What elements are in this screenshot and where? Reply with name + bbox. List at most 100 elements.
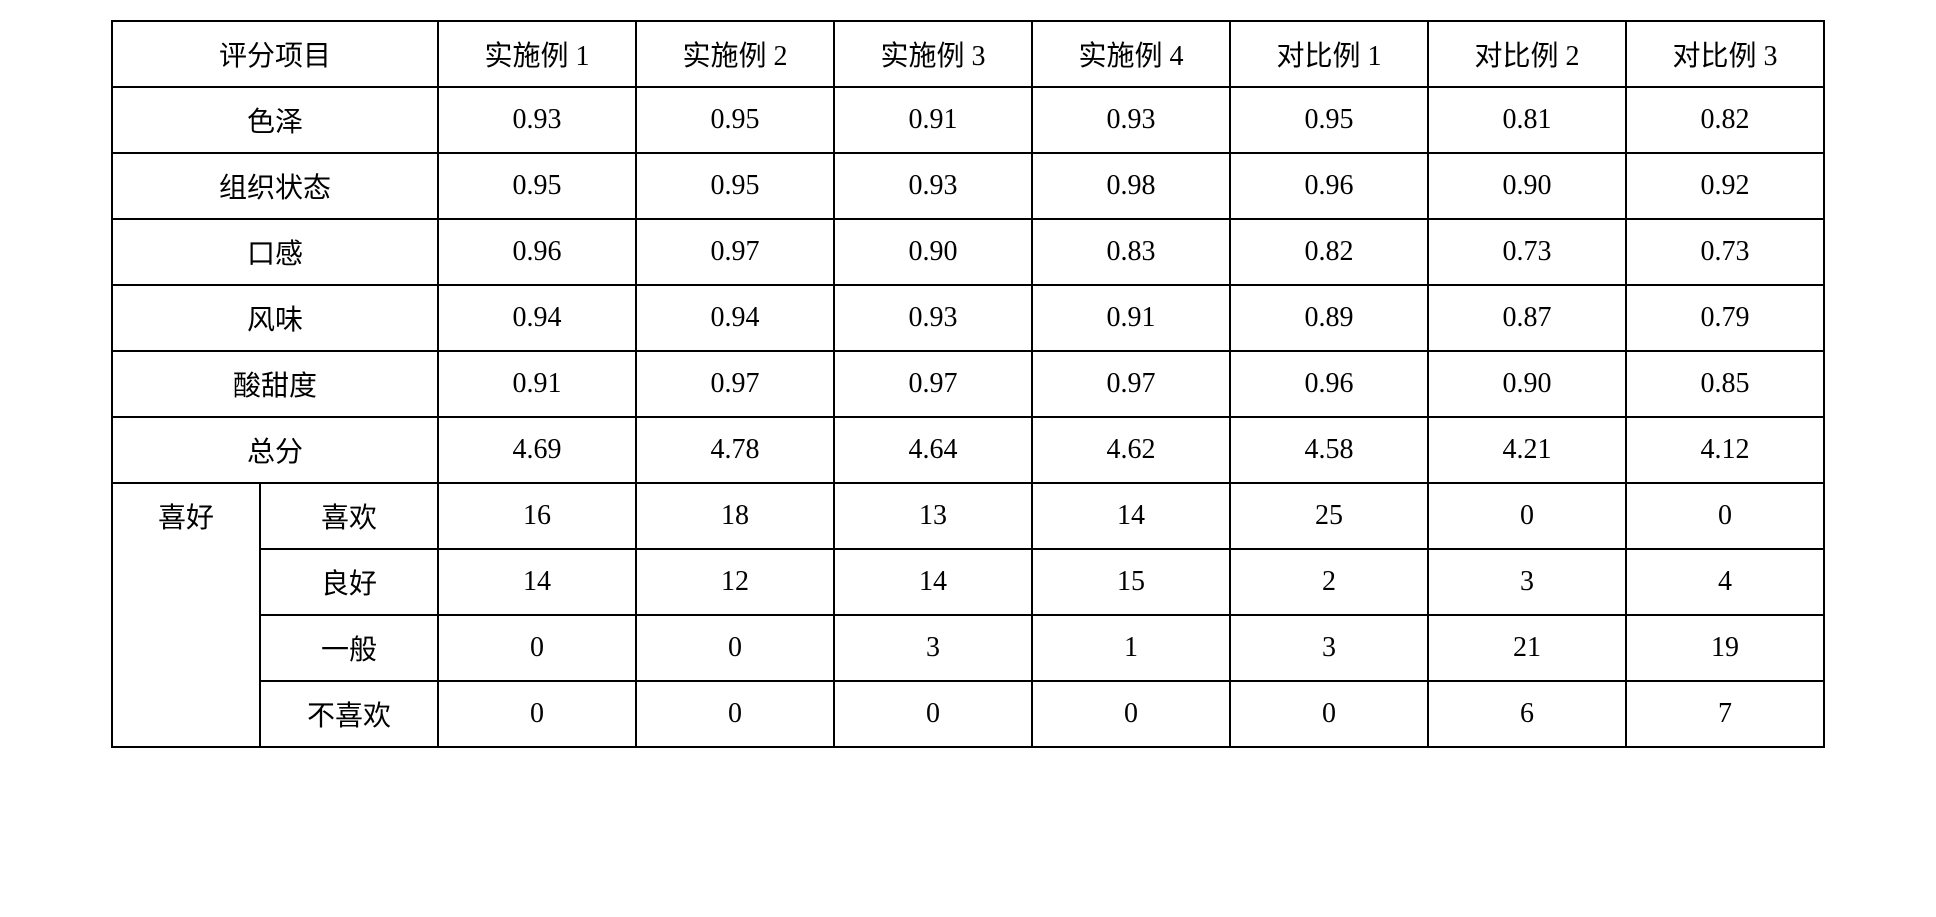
cell: 0.97 xyxy=(636,219,834,285)
cell: 0.98 xyxy=(1032,153,1230,219)
cell: 0.94 xyxy=(438,285,636,351)
cell: 0.97 xyxy=(636,351,834,417)
cell: 0.96 xyxy=(1230,153,1428,219)
cell: 21 xyxy=(1428,615,1626,681)
column-header: 实施例 2 xyxy=(636,21,834,87)
row-label: 总分 xyxy=(112,417,438,483)
column-header: 对比例 1 xyxy=(1230,21,1428,87)
cell: 0.93 xyxy=(834,153,1032,219)
cell: 0.73 xyxy=(1626,219,1824,285)
table-row: 口感 0.96 0.97 0.90 0.83 0.82 0.73 0.73 xyxy=(112,219,1824,285)
cell: 0 xyxy=(834,681,1032,747)
cell: 0 xyxy=(636,681,834,747)
column-header: 实施例 3 xyxy=(834,21,1032,87)
cell: 0.79 xyxy=(1626,285,1824,351)
cell: 4.12 xyxy=(1626,417,1824,483)
cell: 0.83 xyxy=(1032,219,1230,285)
table-row: 一般 0 0 3 1 3 21 19 xyxy=(112,615,1824,681)
table-row: 总分 4.69 4.78 4.64 4.62 4.58 4.21 4.12 xyxy=(112,417,1824,483)
cell: 4.58 xyxy=(1230,417,1428,483)
cell: 0.82 xyxy=(1230,219,1428,285)
column-header: 实施例 1 xyxy=(438,21,636,87)
cell: 0.93 xyxy=(438,87,636,153)
scoring-table: 评分项目 实施例 1 实施例 2 实施例 3 实施例 4 对比例 1 对比例 2… xyxy=(111,20,1825,748)
cell: 0 xyxy=(1032,681,1230,747)
cell: 0.95 xyxy=(636,153,834,219)
cell: 4.64 xyxy=(834,417,1032,483)
cell: 0.97 xyxy=(834,351,1032,417)
cell: 0 xyxy=(438,681,636,747)
cell: 0 xyxy=(1626,483,1824,549)
table-row: 良好 14 12 14 15 2 3 4 xyxy=(112,549,1824,615)
cell: 0.91 xyxy=(438,351,636,417)
cell: 0.90 xyxy=(1428,153,1626,219)
group-label: 喜好 xyxy=(112,483,260,747)
cell: 12 xyxy=(636,549,834,615)
cell: 0.96 xyxy=(438,219,636,285)
table-row: 色泽 0.93 0.95 0.91 0.93 0.95 0.81 0.82 xyxy=(112,87,1824,153)
cell: 0.90 xyxy=(834,219,1032,285)
cell: 0 xyxy=(1428,483,1626,549)
cell: 4 xyxy=(1626,549,1824,615)
cell: 0.94 xyxy=(636,285,834,351)
cell: 0.93 xyxy=(1032,87,1230,153)
cell: 0.95 xyxy=(1230,87,1428,153)
cell: 19 xyxy=(1626,615,1824,681)
cell: 0.73 xyxy=(1428,219,1626,285)
cell: 0.95 xyxy=(636,87,834,153)
table-row: 风味 0.94 0.94 0.93 0.91 0.89 0.87 0.79 xyxy=(112,285,1824,351)
cell: 3 xyxy=(834,615,1032,681)
cell: 3 xyxy=(1428,549,1626,615)
row-label: 色泽 xyxy=(112,87,438,153)
cell: 1 xyxy=(1032,615,1230,681)
cell: 4.78 xyxy=(636,417,834,483)
sub-row-label: 良好 xyxy=(260,549,438,615)
table-row: 喜好 喜欢 16 18 13 14 25 0 0 xyxy=(112,483,1824,549)
cell: 0.97 xyxy=(1032,351,1230,417)
row-label: 酸甜度 xyxy=(112,351,438,417)
cell: 4.62 xyxy=(1032,417,1230,483)
sub-row-label: 喜欢 xyxy=(260,483,438,549)
cell: 16 xyxy=(438,483,636,549)
cell: 18 xyxy=(636,483,834,549)
cell: 0.85 xyxy=(1626,351,1824,417)
table-row: 酸甜度 0.91 0.97 0.97 0.97 0.96 0.90 0.85 xyxy=(112,351,1824,417)
cell: 14 xyxy=(438,549,636,615)
header-label: 评分项目 xyxy=(112,21,438,87)
sub-row-label: 不喜欢 xyxy=(260,681,438,747)
cell: 6 xyxy=(1428,681,1626,747)
cell: 14 xyxy=(834,549,1032,615)
cell: 0 xyxy=(636,615,834,681)
cell: 4.21 xyxy=(1428,417,1626,483)
cell: 0.82 xyxy=(1626,87,1824,153)
table-header-row: 评分项目 实施例 1 实施例 2 实施例 3 实施例 4 对比例 1 对比例 2… xyxy=(112,21,1824,87)
cell: 0.90 xyxy=(1428,351,1626,417)
row-label: 口感 xyxy=(112,219,438,285)
cell: 0.87 xyxy=(1428,285,1626,351)
cell: 0 xyxy=(1230,681,1428,747)
cell: 4.69 xyxy=(438,417,636,483)
cell: 0.93 xyxy=(834,285,1032,351)
column-header: 对比例 2 xyxy=(1428,21,1626,87)
cell: 14 xyxy=(1032,483,1230,549)
cell: 0.91 xyxy=(834,87,1032,153)
row-label: 组织状态 xyxy=(112,153,438,219)
sub-row-label: 一般 xyxy=(260,615,438,681)
cell: 0.96 xyxy=(1230,351,1428,417)
cell: 15 xyxy=(1032,549,1230,615)
cell: 2 xyxy=(1230,549,1428,615)
table-row: 组织状态 0.95 0.95 0.93 0.98 0.96 0.90 0.92 xyxy=(112,153,1824,219)
cell: 0.81 xyxy=(1428,87,1626,153)
cell: 3 xyxy=(1230,615,1428,681)
table-row: 不喜欢 0 0 0 0 0 6 7 xyxy=(112,681,1824,747)
column-header: 实施例 4 xyxy=(1032,21,1230,87)
cell: 0.89 xyxy=(1230,285,1428,351)
cell: 25 xyxy=(1230,483,1428,549)
row-label: 风味 xyxy=(112,285,438,351)
cell: 0.91 xyxy=(1032,285,1230,351)
cell: 0.92 xyxy=(1626,153,1824,219)
cell: 7 xyxy=(1626,681,1824,747)
cell: 0.95 xyxy=(438,153,636,219)
column-header: 对比例 3 xyxy=(1626,21,1824,87)
cell: 13 xyxy=(834,483,1032,549)
